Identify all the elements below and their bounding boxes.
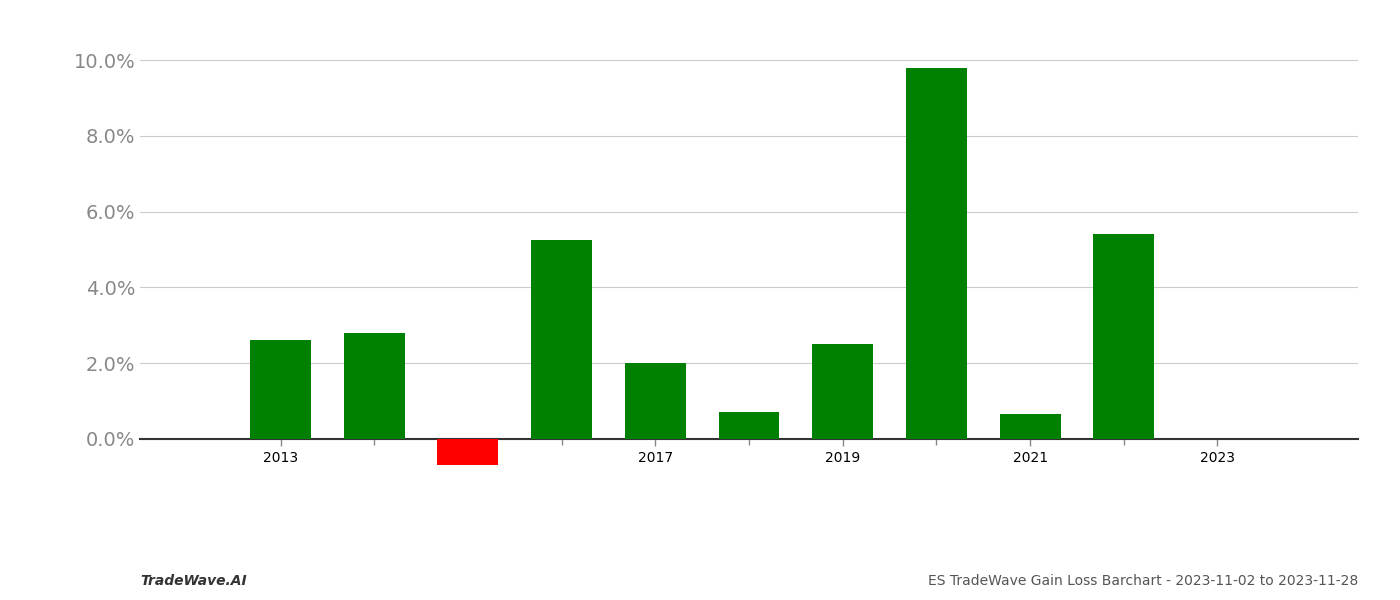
Bar: [812, 344, 874, 439]
Bar: [624, 363, 686, 439]
Text: TradeWave.AI: TradeWave.AI: [140, 574, 246, 588]
Bar: [531, 240, 592, 439]
Bar: [251, 340, 311, 439]
Text: ES TradeWave Gain Loss Barchart - 2023-11-02 to 2023-11-28: ES TradeWave Gain Loss Barchart - 2023-1…: [928, 574, 1358, 588]
Bar: [718, 412, 780, 439]
Bar: [344, 333, 405, 439]
Bar: [437, 439, 498, 465]
Bar: [906, 68, 967, 439]
Bar: [1000, 414, 1061, 439]
Bar: [1093, 235, 1154, 439]
